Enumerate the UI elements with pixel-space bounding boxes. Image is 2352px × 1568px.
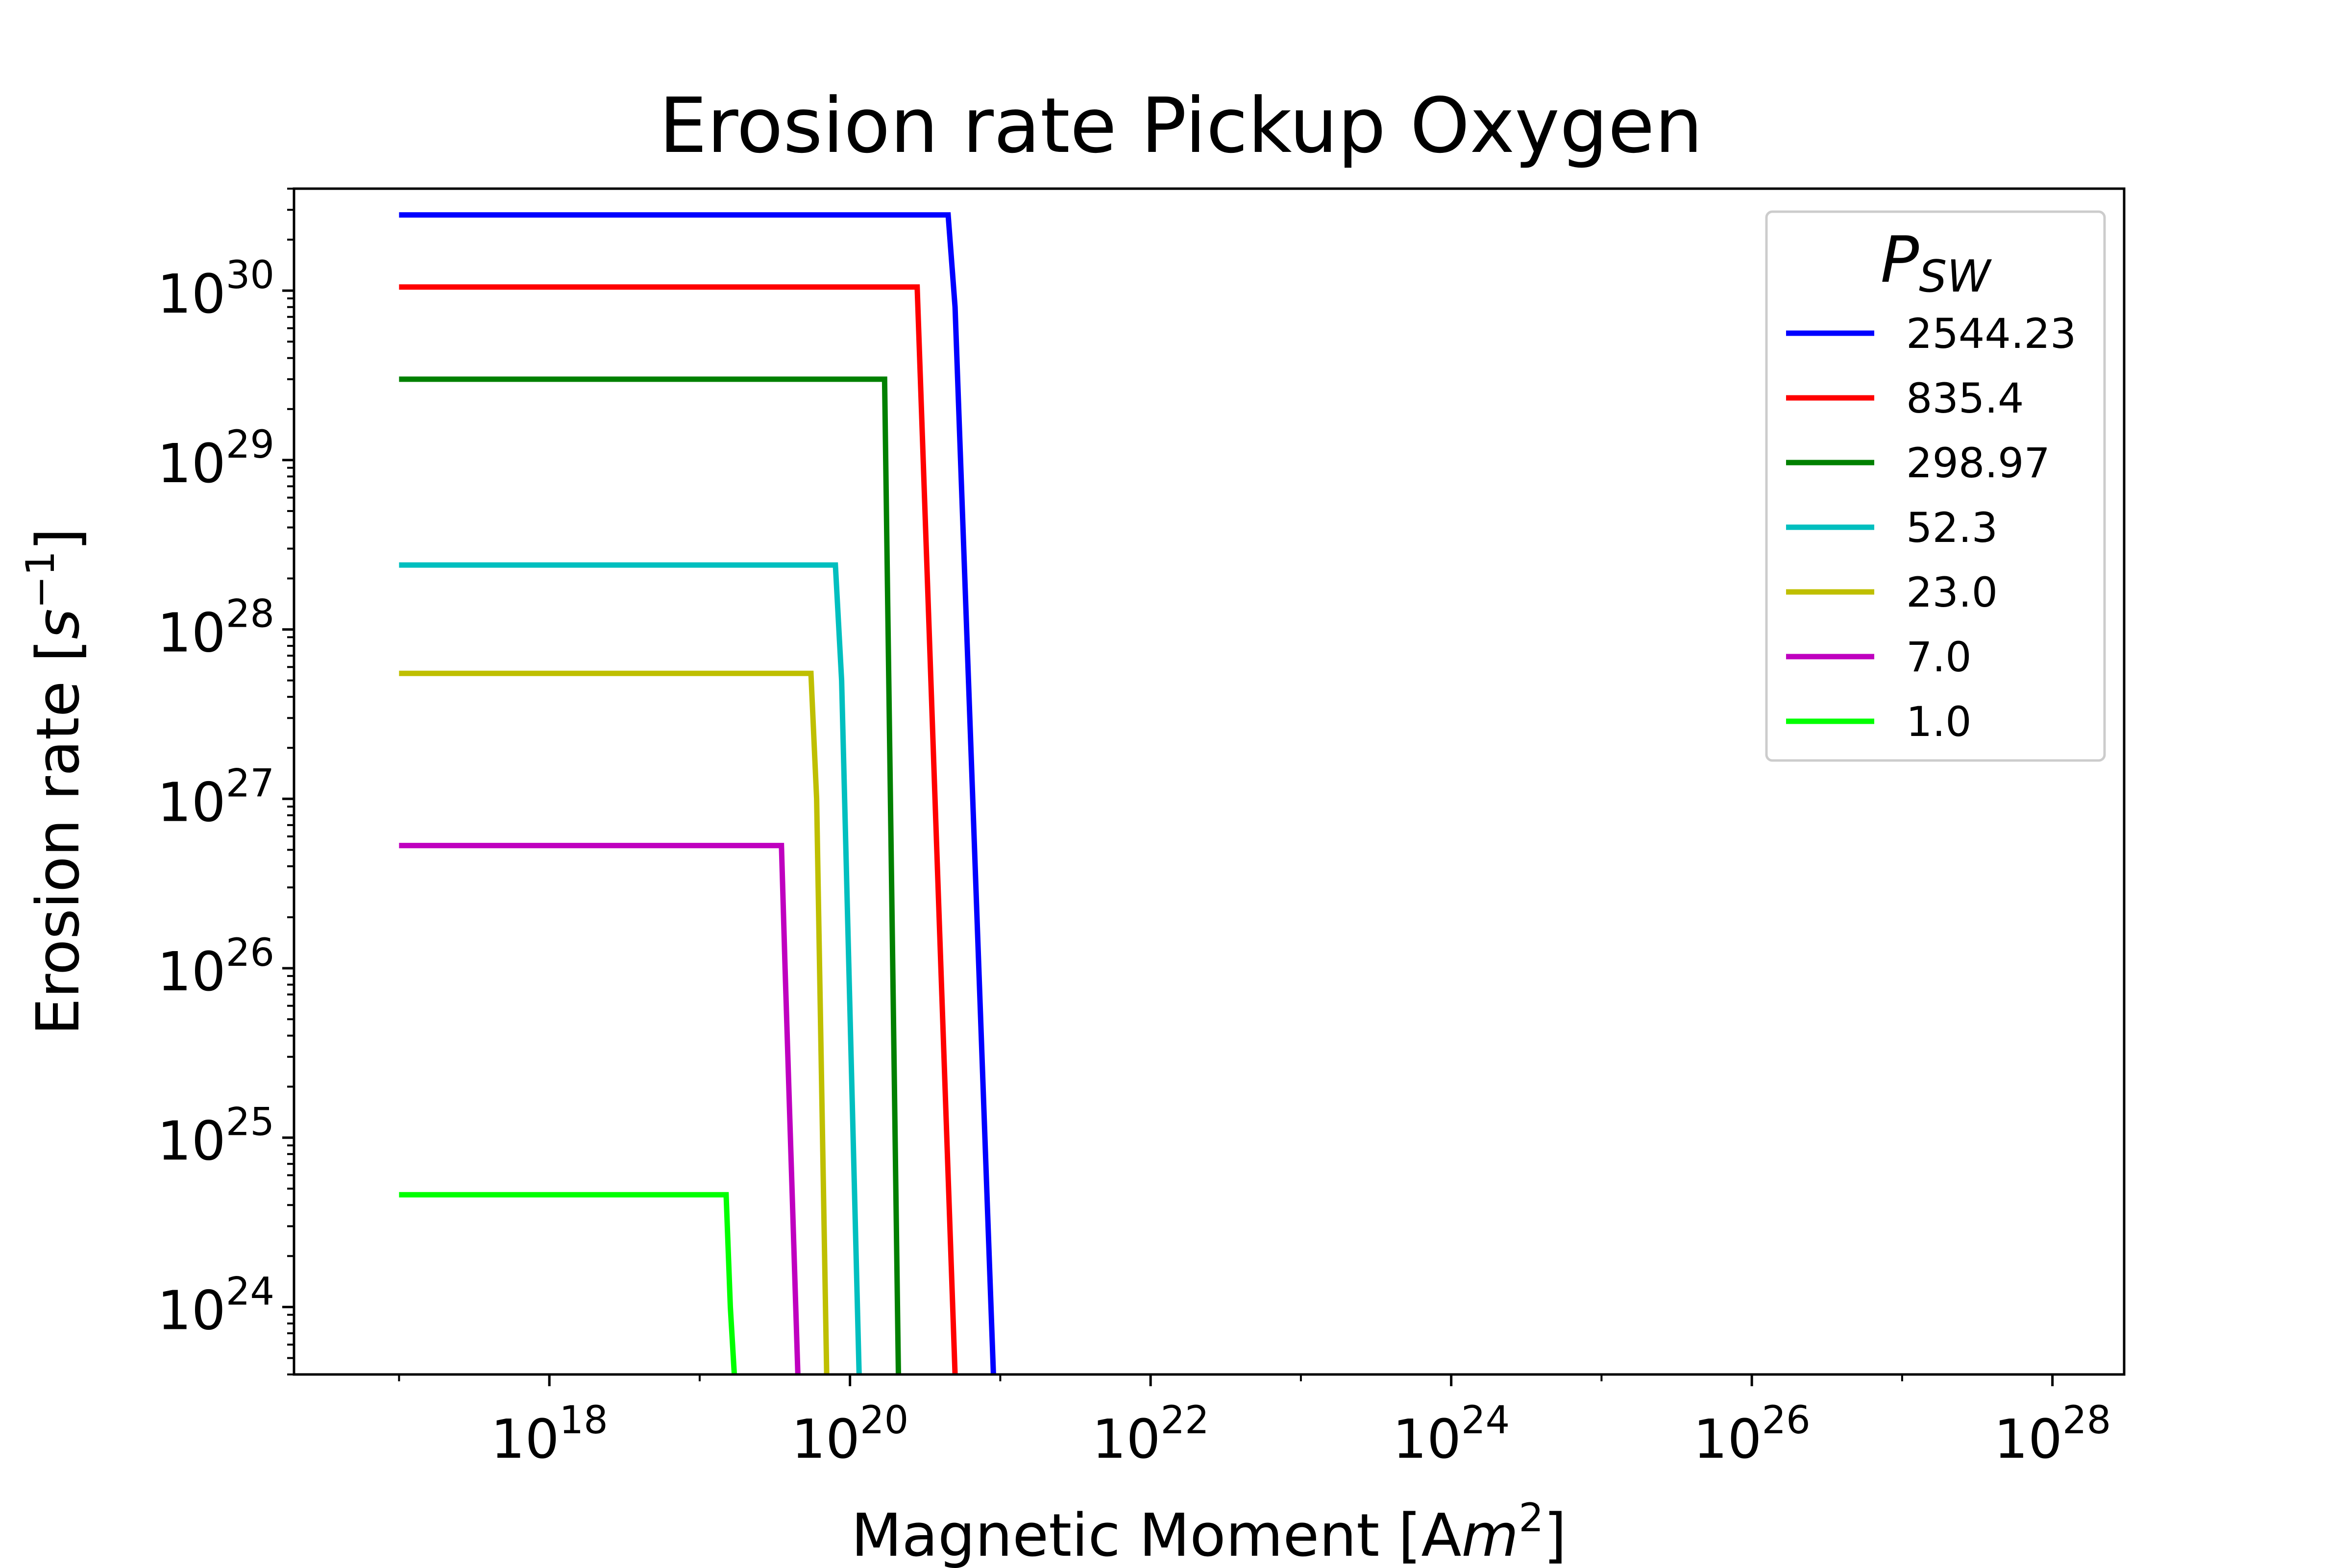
y-tick-label-4: 1028 <box>157 592 274 664</box>
axes-frame <box>293 187 2126 1376</box>
series-line-5 <box>399 843 801 1375</box>
y-tick-label-6: 1030 <box>157 253 274 325</box>
x-tick-label-4: 1026 <box>1693 1398 1811 1470</box>
series-line-4 <box>399 670 830 1375</box>
y-axis-label: Erosion rate [s−1] <box>18 528 93 1035</box>
legend-title: PSW <box>1881 222 1992 302</box>
x-tick-label-0: 1018 <box>491 1398 608 1470</box>
plot-area: 1018 1020 1022 1024 1026 1028 102410251026102… <box>157 187 2126 1470</box>
legend-entry-5: 7.0 <box>1786 633 1972 681</box>
series-layer <box>399 212 996 1375</box>
x-tick-label-5: 1028 <box>1994 1398 2111 1470</box>
series-line-1 <box>399 284 958 1375</box>
legend-label: 298.97 <box>1906 439 2050 487</box>
legend-label: 23.0 <box>1906 568 1998 616</box>
legend-entry-1: 835.4 <box>1786 374 2024 422</box>
legend-entry-4: 23.0 <box>1786 568 1998 616</box>
legend-entries: 2544.23 835.4 298.97 52.3 23.0 7.0 1.0 <box>1786 310 2076 746</box>
y-tick-label-5: 1029 <box>157 423 274 495</box>
legend-label: 52.3 <box>1906 504 1998 552</box>
y-tick-label-0: 1024 <box>157 1270 274 1342</box>
legend-entry-2: 298.97 <box>1786 439 2050 487</box>
x-tick-label-3: 1024 <box>1393 1398 1510 1470</box>
legend: PSW 2544.23 835.4 298.97 52.3 23.0 7.0 1.0 <box>1765 210 2106 762</box>
legend-label: 835.4 <box>1906 374 2024 422</box>
y-axis-ticks: 1024 1025 1026 1027 1028 1029 1030 <box>157 188 294 1375</box>
legend-entry-3: 52.3 <box>1786 504 1998 552</box>
legend-label: 2544.23 <box>1906 310 2076 358</box>
series-line-3 <box>399 562 862 1375</box>
series-line-2 <box>399 376 901 1375</box>
x-axis-label: Magnetic Moment [Am2] <box>851 1495 1567 1568</box>
x-tick-label-1: 1020 <box>791 1398 908 1470</box>
series-line-0 <box>399 212 996 1375</box>
y-tick-label-3: 1027 <box>157 761 274 833</box>
legend-label: 1.0 <box>1906 698 1972 746</box>
series-line-6 <box>399 1192 737 1375</box>
legend-entry-0: 2544.23 <box>1786 310 2076 358</box>
legend-label: 7.0 <box>1906 633 1972 681</box>
y-tick-label-2: 1026 <box>157 931 274 1003</box>
legend-box <box>1765 210 2106 762</box>
chart-title: Erosion rate Pickup Oxygen <box>659 81 1703 170</box>
y-tick-label-1: 1025 <box>157 1101 274 1173</box>
x-axis-ticks: 1018 1020 1022 1024 1026 1028 <box>398 1374 2111 1470</box>
legend-entry-6: 1.0 <box>1786 698 1972 746</box>
x-tick-label-2: 1022 <box>1092 1398 1209 1470</box>
